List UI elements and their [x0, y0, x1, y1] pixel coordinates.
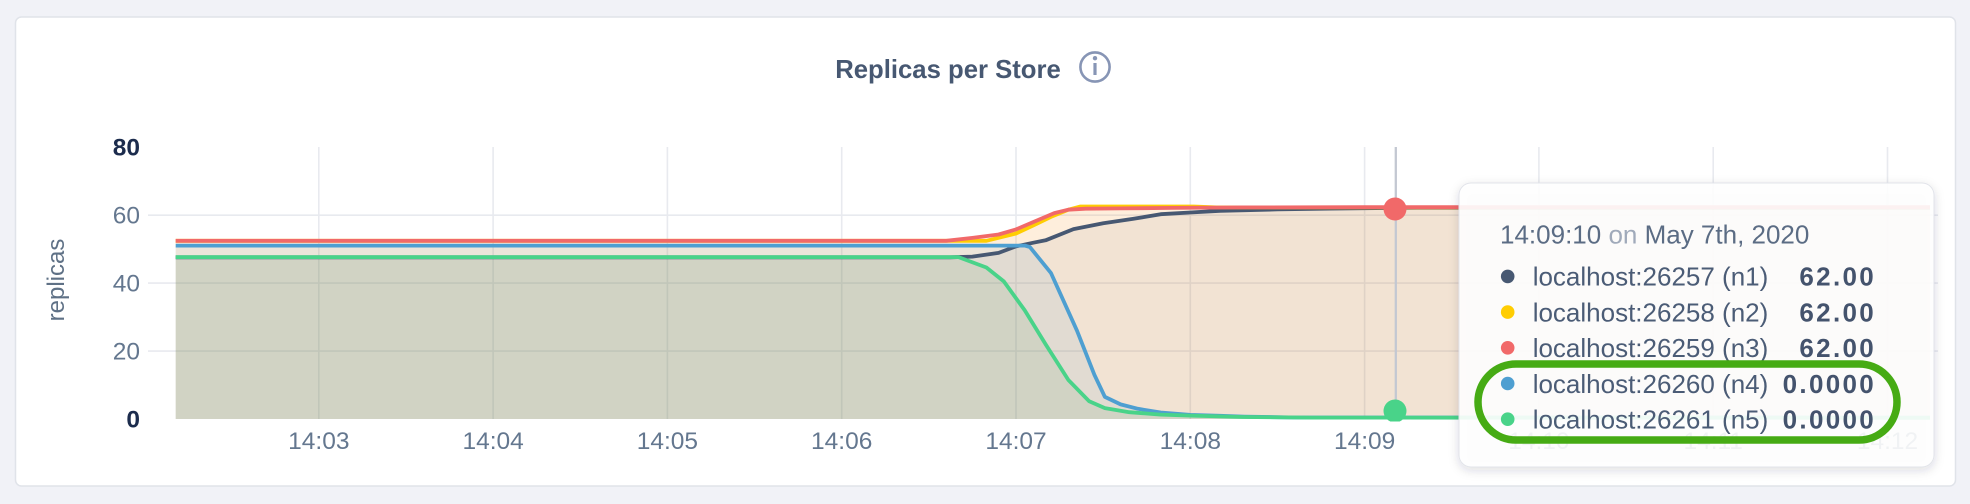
svg-text:14:08: 14:08	[1160, 428, 1221, 455]
svg-text:14:07: 14:07	[985, 428, 1046, 455]
svg-text:14:05: 14:05	[637, 428, 698, 455]
svg-text:62.00: 62.00	[1799, 333, 1876, 363]
svg-text:replicas: replicas	[43, 239, 70, 322]
svg-text:localhost:26261 (n5): localhost:26261 (n5)	[1533, 405, 1769, 435]
svg-text:14:04: 14:04	[462, 428, 523, 455]
svg-text:14:03: 14:03	[288, 428, 349, 455]
svg-text:40: 40	[113, 271, 140, 298]
svg-text:localhost:26260 (n4): localhost:26260 (n4)	[1533, 369, 1769, 399]
svg-text:0.0000: 0.0000	[1783, 369, 1876, 399]
svg-text:20: 20	[113, 339, 140, 366]
svg-text:Replicas per Store: Replicas per Store	[835, 56, 1061, 84]
svg-text:localhost:26257 (n1): localhost:26257 (n1)	[1533, 262, 1769, 292]
svg-text:62.00: 62.00	[1799, 297, 1876, 327]
svg-text:60: 60	[113, 203, 140, 230]
svg-text:localhost:26259 (n3): localhost:26259 (n3)	[1533, 333, 1769, 363]
svg-text:80: 80	[113, 135, 140, 162]
svg-text:14:09: 14:09	[1334, 428, 1395, 455]
svg-text:localhost:26258 (n2): localhost:26258 (n2)	[1533, 297, 1769, 327]
svg-text:0.0000: 0.0000	[1783, 405, 1876, 435]
svg-text:14:09:10 on May 7th, 2020: 14:09:10 on May 7th, 2020	[1500, 220, 1809, 250]
svg-text:62.00: 62.00	[1799, 262, 1876, 292]
svg-text:14:06: 14:06	[811, 428, 872, 455]
svg-text:0: 0	[126, 407, 140, 434]
